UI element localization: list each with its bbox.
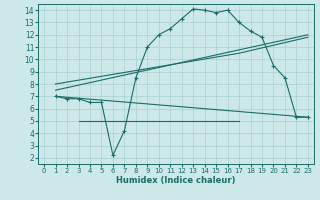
X-axis label: Humidex (Indice chaleur): Humidex (Indice chaleur) xyxy=(116,176,236,185)
